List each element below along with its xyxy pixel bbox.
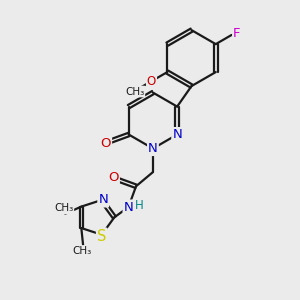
- Text: CH₃: CH₃: [54, 203, 73, 214]
- Text: N: N: [124, 200, 133, 214]
- Text: N: N: [172, 128, 182, 141]
- Text: O: O: [100, 137, 111, 150]
- Text: N: N: [98, 194, 108, 206]
- Text: F: F: [233, 27, 241, 40]
- Text: CH₃: CH₃: [72, 246, 91, 256]
- Text: N: N: [148, 142, 158, 155]
- Text: S: S: [97, 229, 106, 244]
- Text: CH₃: CH₃: [125, 86, 144, 97]
- Text: O: O: [108, 171, 119, 184]
- Text: H: H: [134, 199, 143, 212]
- Text: O: O: [147, 75, 156, 88]
